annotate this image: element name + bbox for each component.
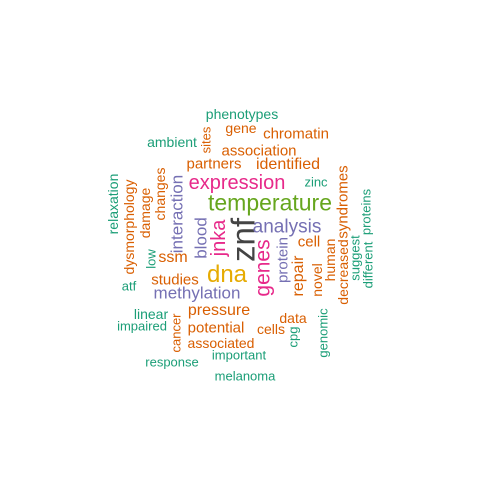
word-genes: genes (251, 239, 275, 297)
word-linear: linear (133, 306, 169, 322)
word-cell: cell (297, 233, 321, 251)
word-pressure: pressure (187, 302, 251, 319)
word-proteins: proteins (358, 188, 374, 236)
word-dysmorphology: dysmorphology (121, 179, 137, 275)
word-identified: identified (255, 156, 321, 173)
word-cpg: cpg (285, 326, 301, 348)
word-damage: damage (137, 187, 153, 239)
word-melanoma: melanoma (214, 368, 276, 384)
word-repair: repair (290, 255, 307, 297)
word-data: data (279, 310, 307, 326)
word-important: important (211, 347, 267, 363)
word-response: response (145, 354, 199, 370)
word-atf: atf (121, 278, 137, 294)
word-changes: changes (152, 167, 168, 221)
word-different: different (360, 241, 376, 289)
word-interaction: interaction (167, 174, 187, 254)
word-impaired: impaired (117, 318, 167, 334)
word-studies: studies (151, 271, 199, 289)
word-methylation: methylation (153, 283, 241, 303)
word-cancer: cancer (168, 313, 184, 353)
word-dna: dna (206, 261, 248, 288)
word-ambient: ambient (147, 134, 197, 150)
word-low: low (143, 249, 159, 269)
word-analysis: analysis (252, 216, 322, 238)
word-phenotypes: phenotypes (205, 106, 279, 122)
word-relaxation: relaxation (105, 173, 121, 235)
word-partners: partners (186, 155, 242, 173)
word-novel: novel (309, 263, 325, 297)
word-chromatin: chromatin (263, 125, 329, 143)
word-protein: protein (274, 237, 292, 283)
word-association: association (221, 142, 297, 160)
word-sites: sites (198, 126, 214, 154)
word-temperature: temperature (207, 189, 333, 216)
word-genomic: genomic (315, 308, 331, 358)
word-associated: associated (187, 335, 255, 351)
word-expression: expression (188, 172, 286, 194)
word-syndromes: syndromes (334, 165, 352, 239)
word-potential: potential (187, 319, 245, 337)
word-ssm: ssm (158, 249, 188, 266)
word-zinc: zinc (304, 174, 328, 190)
word-gene: gene (225, 120, 257, 136)
word-blood: blood (191, 217, 211, 259)
word-cells: cells (256, 321, 286, 337)
